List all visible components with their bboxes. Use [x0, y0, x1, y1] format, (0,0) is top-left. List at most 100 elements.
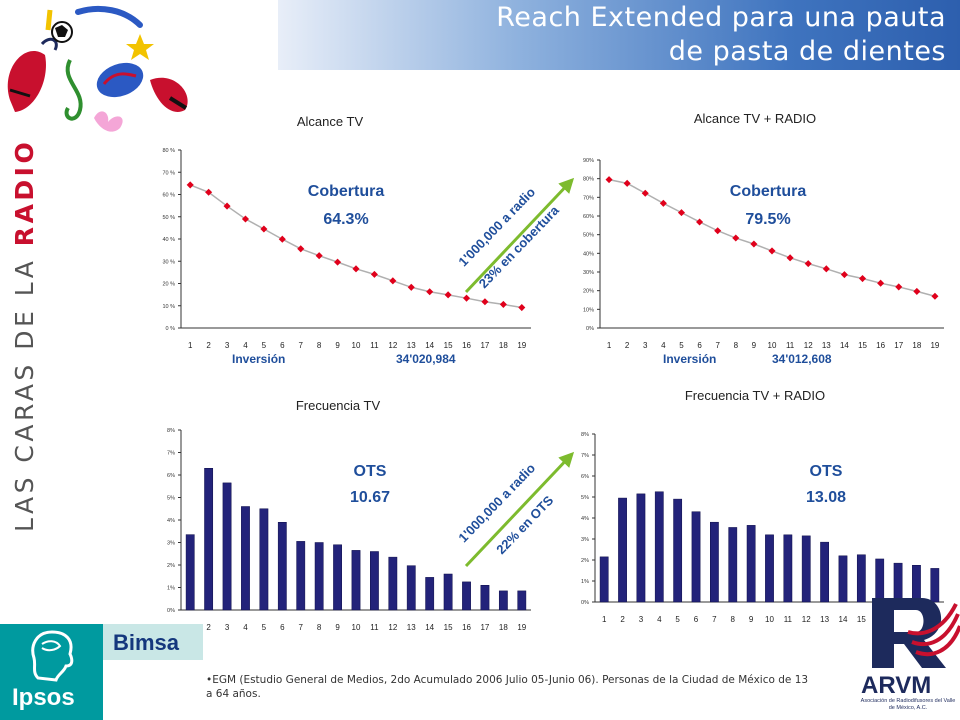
- chart0-data-point: [297, 245, 305, 253]
- chart0-x-tick-label: 16: [462, 341, 471, 350]
- chart0-y-tick-label: 50 %: [162, 215, 175, 221]
- bimsa-wordmark: Bimsa: [113, 630, 180, 655]
- chart1-data-point: [659, 199, 667, 207]
- chart1-x-tick-label: 14: [840, 341, 849, 350]
- ipsos-head-icon: [31, 630, 74, 682]
- chart0-x-tick-label: 7: [299, 341, 304, 350]
- chart2-bar: [333, 544, 342, 611]
- chart2-x-tick-label: 17: [480, 623, 489, 632]
- chart1-data-point: [877, 279, 885, 287]
- chart1-x-tick-label: 9: [752, 341, 757, 350]
- page-title-line1: Reach Extended para una pauta: [496, 2, 946, 33]
- chart0-data-point: [499, 300, 507, 308]
- chart3-bar: [930, 568, 940, 603]
- chart2-x-tick-label: 9: [335, 623, 340, 632]
- chart3-x-tick-label: 3: [639, 615, 644, 624]
- chart3-x-tick-label: 13: [820, 615, 829, 624]
- chart3-annotation-value: 13.08: [806, 489, 846, 506]
- chart2-y-tick-label: 5%: [167, 496, 175, 502]
- chart3-x-tick-label: 5: [675, 615, 680, 624]
- chart0-data-point: [278, 235, 286, 243]
- chart0-y-tick-label: 80 %: [162, 148, 175, 154]
- chart1-x-tick-label: 11: [786, 341, 795, 350]
- chart3-y-tick-label: 8%: [581, 432, 589, 438]
- chart1-x-tick-label: 16: [876, 341, 885, 350]
- chart2-bar: [370, 551, 379, 611]
- chart0-annotation-value: 64.3%: [323, 211, 368, 228]
- chart0-x-tick-label: 3: [225, 341, 230, 350]
- chart2-x-tick-label: 16: [462, 623, 471, 632]
- arvm-subtitle: Asociación de Radiodifusores del Valle d…: [860, 698, 956, 711]
- chart0-data-point: [370, 270, 378, 278]
- arvm-wordmark: ARVM: [861, 672, 932, 699]
- chart1-data-point: [732, 234, 740, 242]
- chart1-y-tick-label: 90%: [583, 158, 594, 164]
- chart0-investment-label: Inversión: [232, 352, 285, 366]
- chart2-bar: [222, 482, 232, 611]
- chart0-x-tick-label: 6: [280, 341, 285, 350]
- chart3-annotation-label: OTS: [810, 463, 843, 480]
- chart1-y-tick-label: 60%: [583, 214, 594, 220]
- chart2-x-tick-label: 11: [370, 623, 379, 632]
- chart2-bar: [296, 541, 306, 611]
- chart1-x-tick-label: 19: [930, 341, 939, 350]
- chart0-data-point: [518, 303, 526, 312]
- chart2-bar: [241, 506, 250, 611]
- chart0-x-tick-label: 10: [352, 341, 361, 350]
- chart2-x-tick-label: 10: [352, 623, 361, 632]
- chart2-bar: [185, 534, 195, 611]
- chart1-y-tick-label: 30%: [583, 270, 594, 276]
- chart0-x-tick-label: 14: [425, 341, 434, 350]
- chart1-data-point: [931, 292, 939, 300]
- ipsos-logo: Ipsos: [0, 624, 103, 720]
- chart3-x-tick-label: 9: [749, 615, 754, 624]
- chart1-x-tick-label: 8: [734, 341, 739, 350]
- chart1-x-tick-label: 13: [822, 341, 831, 350]
- chart2-x-tick-label: 6: [280, 623, 285, 632]
- chart0-data-point: [352, 265, 360, 273]
- chart3-y-tick-label: 6%: [581, 474, 589, 480]
- chart1-data-point: [804, 260, 812, 268]
- chart1-data-point: [913, 287, 921, 295]
- chart2-x-tick-label: 8: [317, 623, 322, 632]
- chart0-y-tick-label: 30 %: [162, 259, 175, 265]
- chart1-y-tick-label: 10%: [583, 307, 594, 313]
- page-title-line2: de pasta de dientes: [668, 36, 946, 67]
- chart0-data-point: [444, 291, 452, 299]
- chart2-bar: [314, 542, 324, 611]
- chart3-x-tick-label: 11: [784, 615, 793, 624]
- chart0-x-tick-label: 11: [370, 341, 379, 350]
- chart3-y-tick-label: 4%: [581, 516, 589, 522]
- chart3-y-tick-label: 5%: [581, 495, 589, 501]
- chart2-x-tick-label: 14: [425, 623, 434, 632]
- chart0-data-point: [389, 277, 397, 285]
- chart3-bar: [801, 535, 811, 603]
- chart0-x-tick-label: 17: [480, 341, 489, 350]
- chart1-data-point: [623, 179, 631, 187]
- chart2-bar: [498, 590, 508, 611]
- chart0-investment-value: 34'020,984: [396, 352, 456, 366]
- chart1-data-point: [822, 265, 830, 273]
- chart0-data-point: [205, 188, 213, 196]
- chart1-x-tick-label: 17: [894, 341, 903, 350]
- chart3-x-tick-label: 10: [765, 615, 774, 624]
- chart0-x-tick-label: 12: [388, 341, 397, 350]
- chart0-y-tick-label: 20 %: [162, 282, 175, 288]
- chart1-y-tick-label: 50%: [583, 233, 594, 239]
- chart0-y-tick-label: 60 %: [162, 193, 175, 199]
- chart1-x-tick-label: 7: [715, 341, 720, 350]
- chart0-data-point: [223, 202, 231, 210]
- chart1-data-point: [895, 283, 903, 291]
- chart0-y-tick-label: 40 %: [162, 237, 175, 243]
- chart1-y-tick-label: 80%: [583, 177, 594, 183]
- chart2-bar: [388, 556, 398, 611]
- frecuencia-tv-radio-chart: Frecuencia TV + RADIO 0% 1% 2% 3% 4% 5% 6% 7% 8% 1…: [581, 388, 944, 624]
- chart3-x-tick-label: 4: [657, 615, 662, 624]
- chart3-y-tick-label: 0%: [581, 600, 589, 606]
- chart1-x-tick-label: 2: [625, 341, 630, 350]
- reach-arrow-label-2: 23% en cobertura: [476, 202, 563, 291]
- chart2-y-tick-label: 7%: [167, 451, 175, 457]
- chart3-x-tick-label: 14: [839, 615, 848, 624]
- chart0-x-tick-label: 19: [517, 341, 526, 350]
- chart2-bar: [204, 468, 214, 611]
